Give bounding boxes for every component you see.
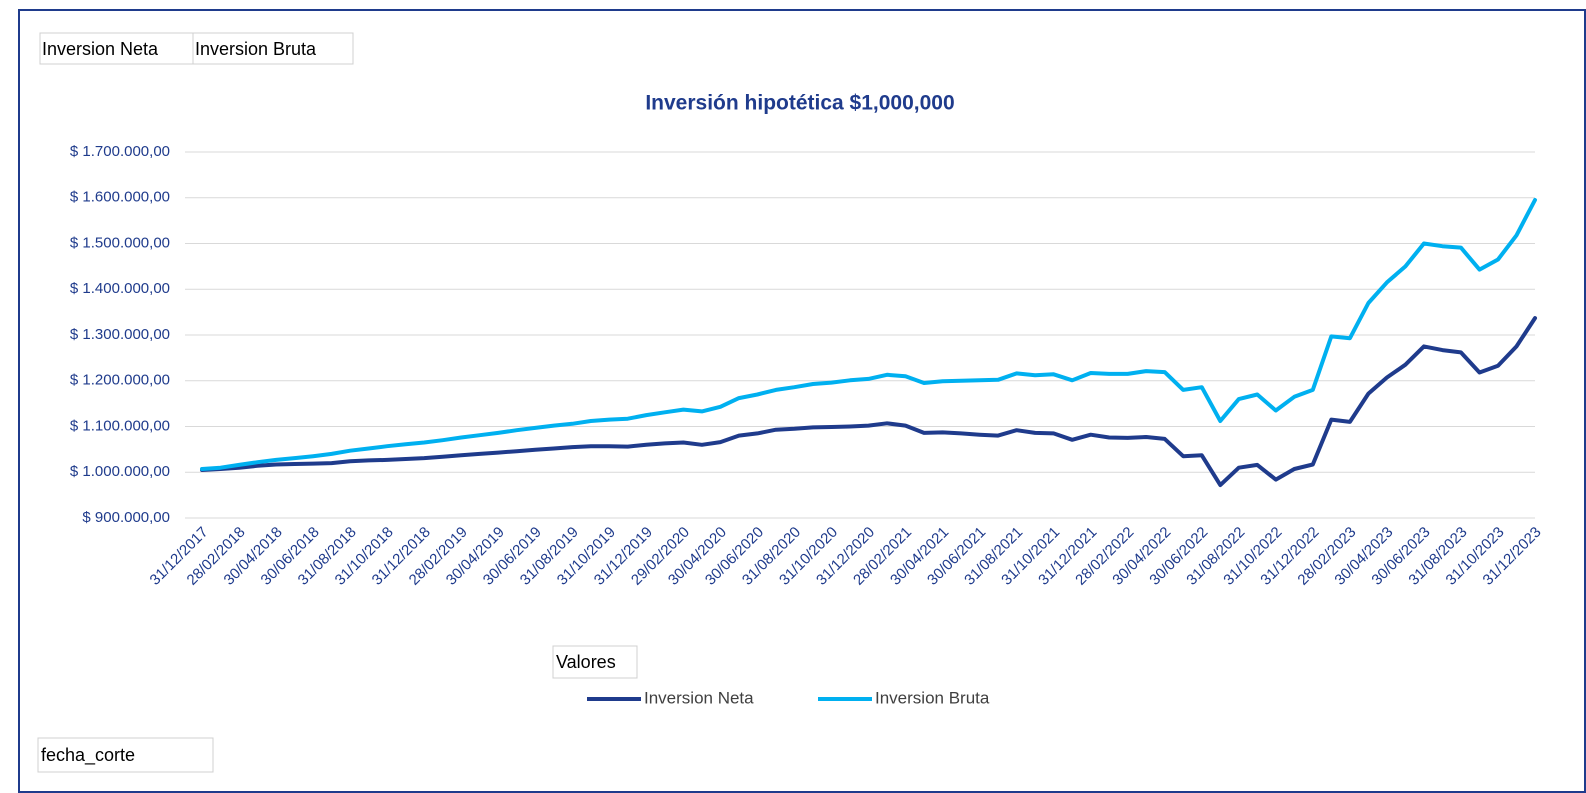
series-line [200,198,1537,471]
chart-title: Inversión hipotética $1,000,000 [645,92,954,115]
y-tick-label: $ 1.600.000,00 [70,189,170,206]
axis-field-button-label[interactable]: fecha_corte [41,745,135,766]
field-button[interactable] [192,32,354,65]
field-button[interactable] [39,32,194,65]
values-button[interactable] [552,645,638,679]
axis-field-button[interactable] [37,737,214,773]
legend-label: Inversion Bruta [875,688,990,707]
y-tick-label: $ 1.400.000,00 [70,280,170,297]
y-tick-label: $ 900.000,00 [82,509,170,526]
field-button-label[interactable]: Inversion Bruta [195,39,317,59]
field-button-label[interactable]: Inversion Neta [42,39,159,59]
y-tick-label: $ 1.100.000,00 [70,417,170,434]
y-tick-label: $ 1.300.000,00 [70,326,170,343]
y-tick-label: $ 1.000.000,00 [70,463,170,480]
chart-frame [18,9,1586,793]
values-button-label[interactable]: Valores [556,652,616,672]
series-line [200,316,1537,488]
legend-label: Inversion Neta [644,688,754,707]
y-tick-label: $ 1.500.000,00 [70,234,170,251]
y-tick-label: $ 1.700.000,00 [70,143,170,160]
y-tick-label: $ 1.200.000,00 [70,372,170,389]
